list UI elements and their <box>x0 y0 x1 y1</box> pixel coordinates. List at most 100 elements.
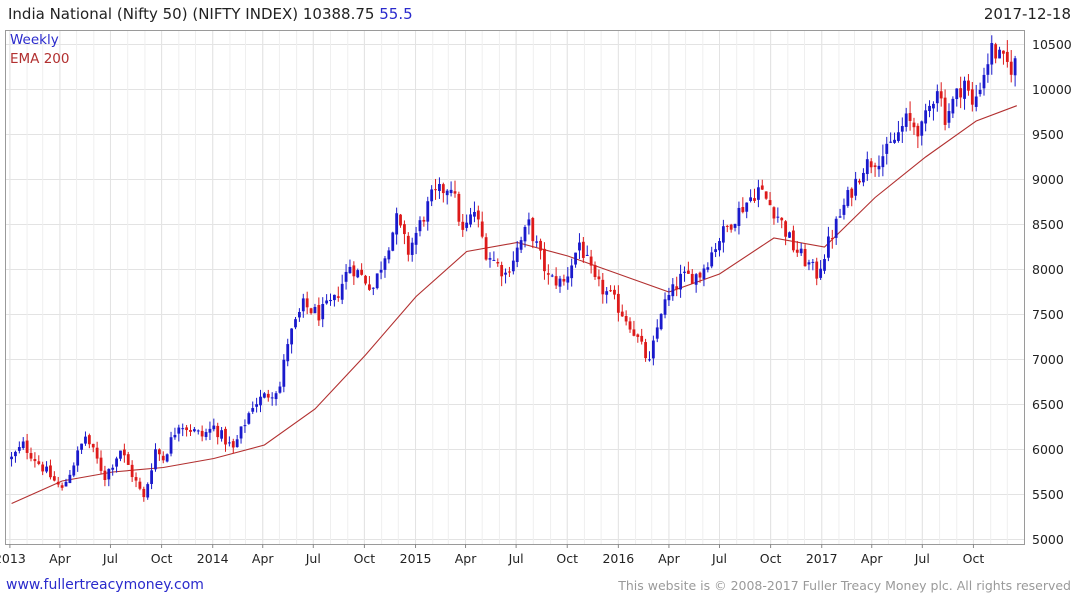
candle <box>702 264 706 287</box>
candle <box>371 287 375 296</box>
candle-body <box>107 468 111 480</box>
x-axis: 2013 Apr Jul Oct 2014 Apr Jul Oct 2015 Apr Jul Oct 2… <box>0 544 984 566</box>
candle-body <box>360 269 364 275</box>
candle <box>959 76 963 109</box>
candle <box>185 424 188 437</box>
candle <box>173 427 177 440</box>
candle <box>25 433 29 460</box>
candle <box>970 82 974 112</box>
candle-body <box>1005 51 1009 62</box>
candle <box>636 333 640 343</box>
candle <box>119 450 122 462</box>
candle <box>449 181 453 197</box>
candle <box>791 225 795 253</box>
candle-body <box>189 429 192 432</box>
candle <box>80 443 83 454</box>
candle-body <box>694 274 698 285</box>
candle-body <box>461 221 465 230</box>
candle-body <box>597 276 601 280</box>
y-tick-label: 7500 <box>1032 307 1064 322</box>
candle <box>154 443 157 472</box>
candle <box>297 308 301 322</box>
candle-body <box>165 454 169 462</box>
candle <box>504 268 507 284</box>
candle-body <box>49 465 52 478</box>
candle-body <box>554 276 558 286</box>
candle-body <box>80 443 83 450</box>
candle-body <box>294 319 297 328</box>
candle <box>484 233 488 261</box>
y-tick-label: 6500 <box>1032 397 1064 412</box>
candle-body <box>10 456 13 460</box>
candle <box>64 478 68 487</box>
candle-body <box>72 465 76 476</box>
candle-body <box>854 178 858 196</box>
candle <box>932 101 935 121</box>
candle-body <box>558 278 562 287</box>
candle-body <box>733 223 737 228</box>
candle <box>196 429 200 435</box>
candle <box>597 269 601 287</box>
candle <box>212 418 216 432</box>
candle <box>169 431 173 457</box>
candle <box>644 338 647 362</box>
candle <box>41 461 45 476</box>
candle <box>566 267 570 290</box>
candle <box>403 220 406 245</box>
candle-body <box>138 481 142 489</box>
candle-body <box>33 458 37 462</box>
candle <box>803 244 807 267</box>
x-tick-label: Jul <box>711 551 727 566</box>
candle-body <box>725 225 729 227</box>
candle <box>469 207 472 228</box>
candle <box>95 441 99 464</box>
candle <box>111 464 115 476</box>
candle-body <box>348 266 352 274</box>
candle-body <box>200 430 204 437</box>
candle-body <box>574 252 577 265</box>
candle <box>760 179 764 190</box>
candle <box>998 46 1001 59</box>
candle <box>266 389 270 402</box>
candle <box>753 188 756 203</box>
candle-body <box>45 466 48 472</box>
candle <box>192 426 196 433</box>
x-tick-label: Oct <box>151 551 173 566</box>
candle-body <box>834 218 838 238</box>
candle-body <box>473 211 476 217</box>
candle-body <box>706 267 710 270</box>
candle <box>756 179 760 208</box>
candle <box>181 423 185 437</box>
candle <box>49 459 52 480</box>
candle <box>827 226 830 262</box>
candle <box>290 328 294 354</box>
candle-body <box>255 404 259 407</box>
candle <box>768 192 772 206</box>
candle-body <box>301 298 305 312</box>
candle <box>823 254 826 274</box>
candle <box>130 460 134 482</box>
candle-body <box>932 103 935 109</box>
y-tick-label: 6000 <box>1032 442 1064 457</box>
candle <box>426 196 430 231</box>
candle <box>115 456 118 473</box>
site-link[interactable]: www.fullertreacymoney.com <box>6 577 204 593</box>
candle <box>624 310 628 326</box>
candle-body <box>379 269 383 273</box>
candle-body <box>356 270 360 278</box>
candle-body <box>484 237 488 260</box>
candle-body <box>974 96 978 107</box>
y-tick-label: 9000 <box>1032 172 1064 187</box>
candle <box>142 486 146 502</box>
candle-body <box>91 443 95 448</box>
candle-body <box>29 453 33 459</box>
candle <box>698 271 702 283</box>
candle-body <box>862 172 865 183</box>
candle <box>683 266 686 282</box>
candle <box>476 205 480 228</box>
candle-body <box>535 241 539 243</box>
candle <box>628 317 632 333</box>
candle <box>585 245 589 257</box>
candle-body <box>838 216 842 218</box>
